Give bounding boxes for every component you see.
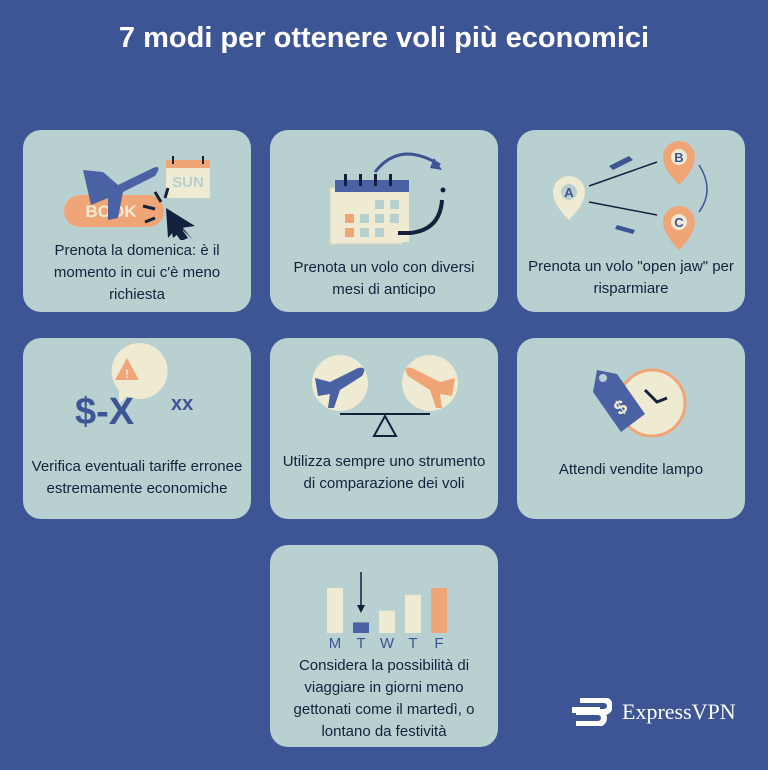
- svg-text:$-X: $-X: [75, 391, 135, 433]
- tip-card-compare: Utilizza sempre uno strumento di compara…: [270, 338, 498, 519]
- tip-card-error-fares: ! $-X xx Verifica eventuali tariffe erro…: [23, 338, 251, 519]
- svg-text:B: B: [674, 150, 683, 165]
- svg-text:!: !: [125, 367, 129, 381]
- tip-card-sunday: SUN BOOK Prenota la domenica: è il momen…: [23, 130, 251, 312]
- tip-card-advance: Prenota un volo con diversi mesi di anti…: [270, 130, 498, 312]
- tip-card-flash-sales: $ Attendi vendite lampo: [517, 338, 745, 519]
- tip-text: Verifica eventuali tariffe erronee estre…: [31, 458, 243, 497]
- svg-text:xx: xx: [171, 393, 193, 415]
- day-bar: [405, 594, 421, 633]
- expressvpn-logo: ExpressVPN: [570, 698, 736, 726]
- warning-price-icon: ! $-X xx: [75, 343, 193, 433]
- tip-text: Prenota un volo "open jaw" per risparmia…: [528, 258, 734, 297]
- svg-text:SUN: SUN: [172, 174, 204, 191]
- expressvpn-logo-icon: [572, 698, 612, 726]
- day-bar: [379, 610, 395, 633]
- day-bar: [353, 622, 369, 633]
- price-tag-clock-icon: $: [593, 368, 687, 438]
- tip-text: Prenota un volo con diversi mesi di anti…: [293, 259, 475, 298]
- calendar-arrow-icon: [329, 152, 446, 245]
- svg-text:C: C: [674, 215, 684, 230]
- tip-text: Considera la possibilità di viaggiare in…: [293, 657, 475, 740]
- map-pins-route-icon: A B C: [553, 141, 708, 250]
- svg-text:A: A: [564, 185, 574, 200]
- tip-text: Prenota la domenica: è il momento in cui…: [53, 242, 221, 303]
- tip-text: Utilizza sempre uno strumento di compara…: [282, 453, 486, 492]
- logo-text: ExpressVPN: [622, 699, 736, 724]
- day-label: F: [434, 635, 443, 652]
- tip-text: Attendi vendite lampo: [558, 461, 704, 478]
- day-label: M: [329, 635, 342, 652]
- scale-planes-icon: [312, 355, 458, 437]
- day-bar: [431, 587, 447, 633]
- day-bar: [327, 587, 343, 633]
- day-label: T: [408, 635, 417, 652]
- page-title: 7 modi per ottenere voli più economici: [118, 22, 650, 54]
- day-label: T: [356, 635, 365, 652]
- day-label: W: [380, 635, 395, 652]
- tip-card-open-jaw: A B C Prenota un volo "open jaw" per ris…: [517, 130, 745, 312]
- plane-book-button-icon: SUN BOOK: [64, 156, 210, 240]
